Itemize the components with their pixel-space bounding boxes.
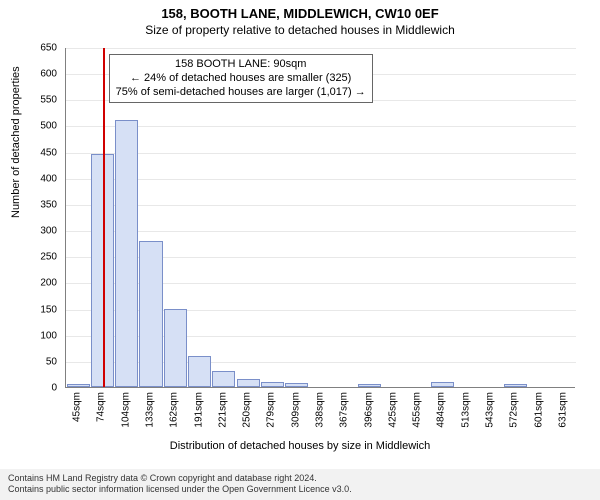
gridline: [66, 153, 576, 154]
xtick-label: 309sqm: [290, 392, 301, 428]
xtick-label: 45sqm: [72, 392, 83, 422]
ytick-label: 500: [17, 121, 57, 132]
xtick-label: 133sqm: [145, 392, 156, 428]
gridline: [66, 231, 576, 232]
annotation-line2: ← 24% of detached houses are smaller (32…: [116, 72, 366, 86]
chart-area: 158 BOOTH LANE: 90sqm ← 24% of detached …: [65, 48, 575, 388]
annotation-line1: 158 BOOTH LANE: 90sqm: [116, 58, 366, 72]
xtick-label: 484sqm: [436, 392, 447, 428]
xtick-label: 191sqm: [193, 392, 204, 428]
title-secondary: Size of property relative to detached ho…: [0, 23, 600, 37]
xtick-label: 455sqm: [412, 392, 423, 428]
bar: [188, 356, 211, 387]
annotation-box: 158 BOOTH LANE: 90sqm ← 24% of detached …: [109, 54, 373, 103]
bar: [139, 241, 162, 387]
bar: [358, 384, 381, 387]
bar: [67, 384, 90, 387]
xtick-label: 338sqm: [315, 392, 326, 428]
annotation-line3: 75% of semi-detached houses are larger (…: [116, 86, 366, 100]
bar: [504, 384, 527, 387]
xtick-label: 162sqm: [169, 392, 180, 428]
footer-line1: Contains HM Land Registry data © Crown c…: [8, 473, 592, 485]
bar: [115, 120, 138, 387]
bar: [237, 379, 260, 387]
footer-line2: Contains public sector information licen…: [8, 484, 592, 496]
title-primary: 158, BOOTH LANE, MIDDLEWICH, CW10 0EF: [0, 6, 600, 21]
gridline: [66, 48, 576, 49]
xtick-label: 572sqm: [509, 392, 520, 428]
bar: [212, 371, 235, 387]
xtick-label: 221sqm: [217, 392, 228, 428]
xtick-label: 425sqm: [387, 392, 398, 428]
xtick-label: 543sqm: [485, 392, 496, 428]
xtick-label: 396sqm: [363, 392, 374, 428]
bar: [285, 383, 308, 387]
xtick-label: 104sqm: [120, 392, 131, 428]
ytick-label: 400: [17, 173, 57, 184]
xtick-label: 513sqm: [460, 392, 471, 428]
xaxis-title: Distribution of detached houses by size …: [0, 440, 600, 452]
page: 158, BOOTH LANE, MIDDLEWICH, CW10 0EF Si…: [0, 0, 600, 500]
bar: [261, 382, 284, 387]
ytick-label: 250: [17, 252, 57, 263]
xtick-label: 367sqm: [339, 392, 350, 428]
ytick-label: 100: [17, 330, 57, 341]
ytick-label: 150: [17, 304, 57, 315]
gridline: [66, 205, 576, 206]
ytick-label: 350: [17, 199, 57, 210]
bar: [164, 309, 187, 387]
ytick-label: 50: [17, 356, 57, 367]
ytick-label: 0: [17, 383, 57, 394]
ytick-label: 650: [17, 43, 57, 54]
xtick-label: 601sqm: [533, 392, 544, 428]
xtick-label: 279sqm: [266, 392, 277, 428]
yaxis-title: Number of detached properties: [10, 66, 22, 218]
gridline: [66, 179, 576, 180]
ytick-label: 450: [17, 147, 57, 158]
ytick-label: 550: [17, 95, 57, 106]
xtick-label: 631sqm: [557, 392, 568, 428]
bar: [431, 382, 454, 387]
gridline: [66, 126, 576, 127]
ytick-label: 200: [17, 278, 57, 289]
chart-titles: 158, BOOTH LANE, MIDDLEWICH, CW10 0EF Si…: [0, 0, 600, 37]
footer: Contains HM Land Registry data © Crown c…: [0, 469, 600, 500]
xtick-label: 250sqm: [242, 392, 253, 428]
property-marker-line: [103, 48, 105, 387]
ytick-label: 600: [17, 69, 57, 80]
ytick-label: 300: [17, 226, 57, 237]
xtick-label: 74sqm: [96, 392, 107, 422]
